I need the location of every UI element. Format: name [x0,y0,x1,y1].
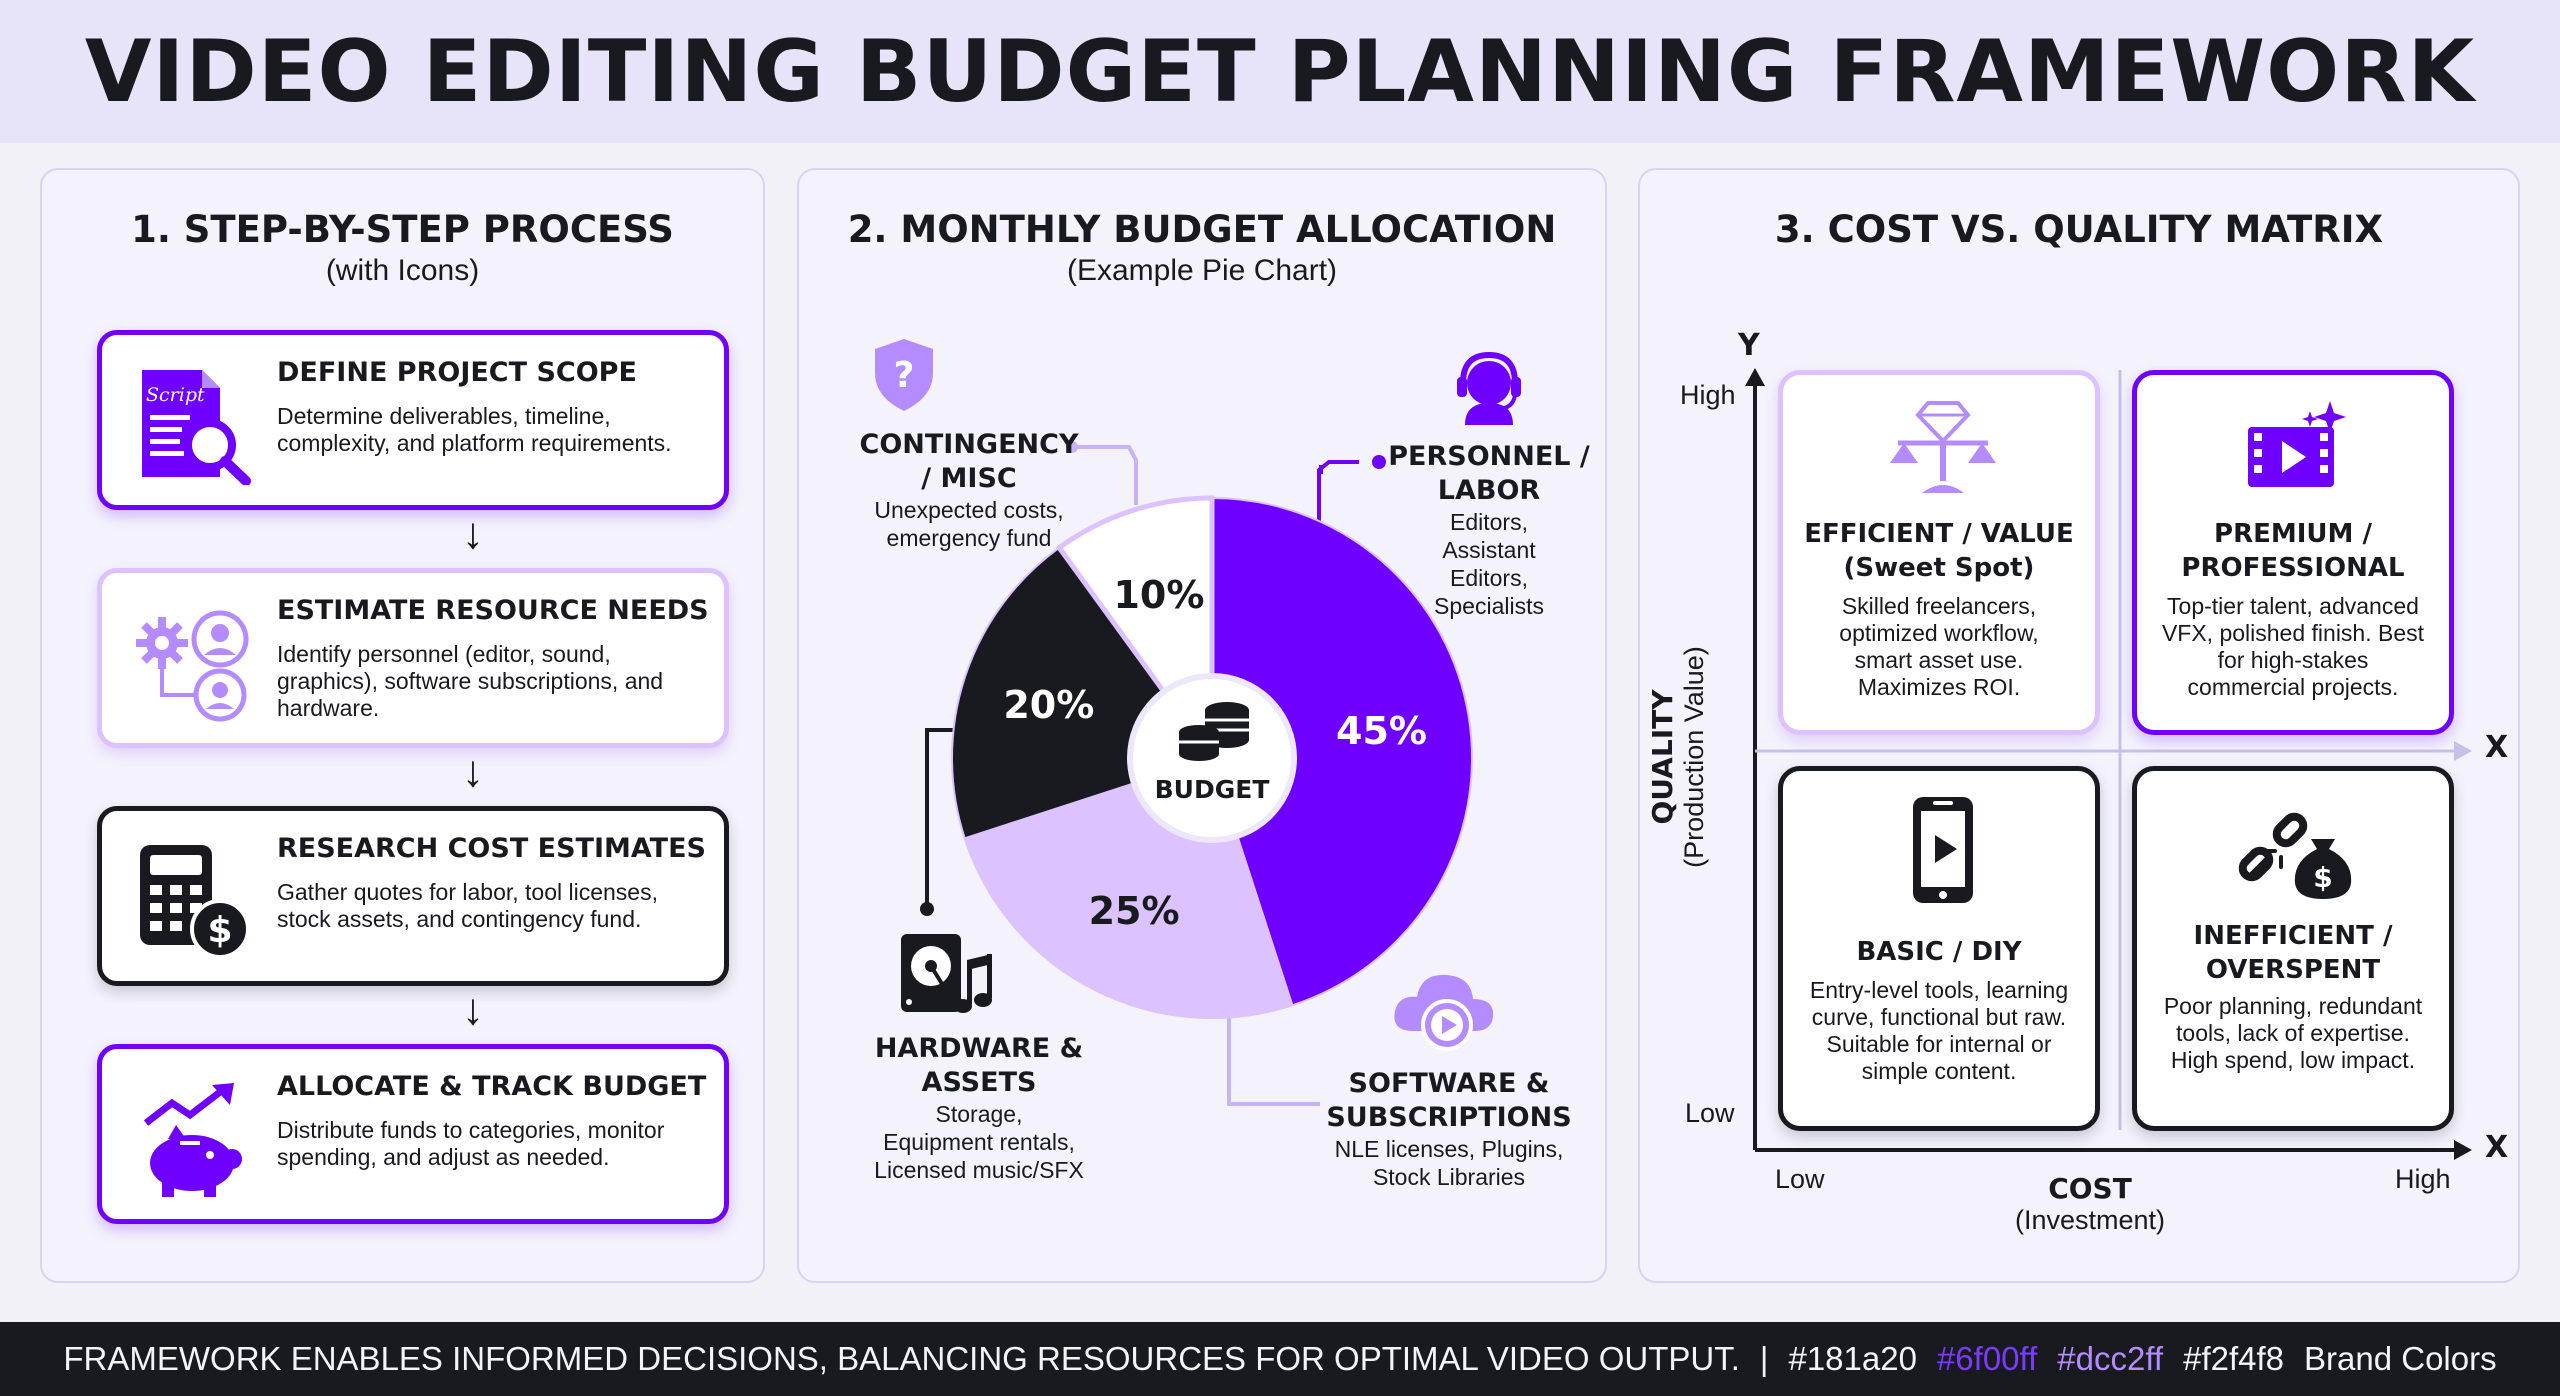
process-panel: 1. STEP-BY-STEP PROCESS (with Icons) Scr… [40,168,765,1283]
pie-label-hardware: HARDWARE & ASSETS Storage, Equipment renta… [819,1032,1139,1184]
down-arrow-icon: ↓ [462,509,484,558]
footer-text: FRAMEWORK ENABLES INFORMED DECISIONS, BA… [63,1340,1740,1377]
x-high-label: High [2395,1164,2451,1194]
broken-chain-moneybag-icon: $ [2238,812,2352,899]
svg-text:$: $ [2313,861,2332,894]
x-low-label: Low [1775,1164,1825,1194]
footer-color-3: #dcc2ff [2057,1340,2164,1377]
harddrive-music-icon [901,934,992,1013]
phone-play-icon [1913,797,1973,903]
label-title: HARDWARE & ASSETS [874,1033,1084,1098]
step-allocate-track: ALLOCATE & TRACK BUDGET Distribute funds… [97,1044,729,1224]
footer-separator: | [1759,1340,1769,1377]
step-title: ALLOCATE & TRACK BUDGET [277,1071,707,1102]
step-desc: Determine deliverables, timeline, comple… [277,403,672,456]
script-magnifier-icon: Script [142,370,251,485]
svg-text:Script: Script [146,384,205,406]
budget-pie-chart: 45% 25% 20% 10% BUDGET [920,441,1473,1106]
quadrant-basic: BASIC / DIY Entry-level tools, learning c… [1778,766,2100,1131]
cloud-play-icon [1394,974,1494,1051]
diamond-scale-icon [1890,401,1996,493]
step-estimate-resources: ESTIMATE RESOURCE NEEDS Identify personn… [97,568,729,748]
matrix-axes [1745,368,2472,1160]
footer-bar: FRAMEWORK ENABLES INFORMED DECISIONS, BA… [0,1322,2560,1396]
pie-pct-label-2: 20% [1003,683,1094,727]
quadrant-title: PREMIUM / PROFESSIONAL [2181,519,2405,583]
quadrant-desc: Poor planning, redundant tools, lack of e… [2163,993,2423,1073]
title-band: VIDEO EDITING BUDGET PLANNING FRAMEWORK [0,0,2560,143]
pie-label-personnel: PERSONNEL / LABOR Editors, Assistant Editor… [1374,440,1604,620]
y-axis-arrow-icon [1745,368,1765,386]
y-high-label: High [1680,380,1736,410]
quadrant-title: BASIC / DIY [1856,937,2022,967]
pie-label-software: SOFTWARE & SUBSCRIPTIONS NLE licenses, Pl… [1299,1067,1599,1191]
label-desc: Unexpected costs, emergency fund [874,497,1064,551]
svg-text:$: $ [207,910,232,951]
shield-question-icon: ? [875,339,933,411]
pie-center-label: BUDGET [1155,775,1270,804]
y-axis-title: QUALITY (Production Value) [1646,646,1709,868]
gear-people-icon [136,610,249,722]
y-low-label: Low [1685,1098,1735,1128]
quadrant-title: INEFFICIENT / OVERSPENT [2193,921,2393,985]
step-define-scope: Script DEFINE PROJECT SCOPE Determine de… [97,330,729,510]
step-desc: Gather quotes for labor, tool licenses, … [277,879,658,932]
y-axis-letter: Y [1738,328,1760,363]
film-sparkle-icon [2248,401,2346,487]
label-title: PERSONNEL / LABOR [1388,441,1590,506]
matrix-panel: 3. COST VS. QUALITY MATRIX Y High Low X … [1638,168,2520,1283]
label-desc: Editors, Assistant Editors, Specialists [1434,509,1544,619]
process-heading: 1. STEP-BY-STEP PROCESS [131,208,674,251]
x-axis-arrow-icon [2454,1140,2472,1160]
footer-color-2: #6f00ff [1936,1340,2038,1377]
allocation-panel: 2. MONTHLY BUDGET ALLOCATION (Example Pi… [797,168,1607,1283]
page-title: VIDEO EDITING BUDGET PLANNING FRAMEWORK [84,21,2476,122]
x-axis-title: COST (Investment) [2014,1172,2166,1235]
down-arrow-icon: ↓ [462,747,484,796]
label-desc: NLE licenses, Plugins, Stock Libraries [1334,1136,1564,1190]
step-desc: Distribute funds to categories, monitor … [277,1117,665,1170]
allocation-heading: 2. MONTHLY BUDGET ALLOCATION [847,208,1557,251]
process-subheading: (with Icons) [325,254,480,287]
piggy-bank-icon [143,1083,242,1197]
pie-slice-0 [1211,496,1473,1007]
matrix-heading: 3. COST VS. QUALITY MATRIX [1774,208,2384,251]
label-desc: Storage, Equipment rentals, Licensed music… [874,1101,1084,1183]
footer-color-1: #181a20 [1788,1340,1917,1377]
footer-suffix: Brand Colors [2304,1340,2497,1377]
quadrant-title: EFFICIENT / VALUE (Sweet Spot) [1804,519,2074,583]
label-title: CONTINGENCY / MISC [859,429,1079,494]
x-axis-letter-mid: X [2485,730,2509,765]
headset-person-icon [1457,351,1521,425]
quadrant-premium: PREMIUM / PROFESSIONAL Top-tier talent, a… [2132,370,2454,735]
quadrant-desc: Entry-level tools, learning curve, functi… [1809,977,2069,1084]
pie-pct-label-1: 25% [1089,889,1180,933]
pie-pct-label-3: 10% [1113,573,1204,617]
quadrant-inefficient: $ INEFFICIENT / OVERSPENT Poor planning, … [2132,766,2454,1131]
pie-label-contingency: CONTINGENCY / MISC Unexpected costs, emerg… [819,428,1119,552]
quadrant-desc: Top-tier talent, advanced VFX, polished f… [2161,593,2425,700]
coins-icon [1179,702,1249,761]
step-title: RESEARCH COST ESTIMATES [277,833,706,864]
step-desc: Identify personnel (editor, sound, graph… [277,641,664,721]
calculator-dollar-icon: $ [140,845,250,959]
mid-arrow-icon [2454,741,2472,761]
quadrant-desc: Skilled freelancers, optimized workflow, s… [1839,593,2039,700]
step-title: DEFINE PROJECT SCOPE [277,357,637,388]
footer-color-4: #f2f4f8 [2183,1340,2285,1377]
svg-text:?: ? [894,355,915,396]
quadrant-efficient: EFFICIENT / VALUE (Sweet Spot) Skilled fr… [1778,370,2100,735]
down-arrow-icon: ↓ [462,985,484,1034]
pie-pct-label-0: 45% [1336,709,1427,753]
x-axis-letter: X [2485,1130,2509,1165]
step-title: ESTIMATE RESOURCE NEEDS [277,595,709,626]
label-title: SOFTWARE & SUBSCRIPTIONS [1326,1068,1572,1133]
step-research-costs: $ RESEARCH COST ESTIMATES Gather quotes … [97,806,729,986]
allocation-subheading: (Example Pie Chart) [1066,254,1338,287]
